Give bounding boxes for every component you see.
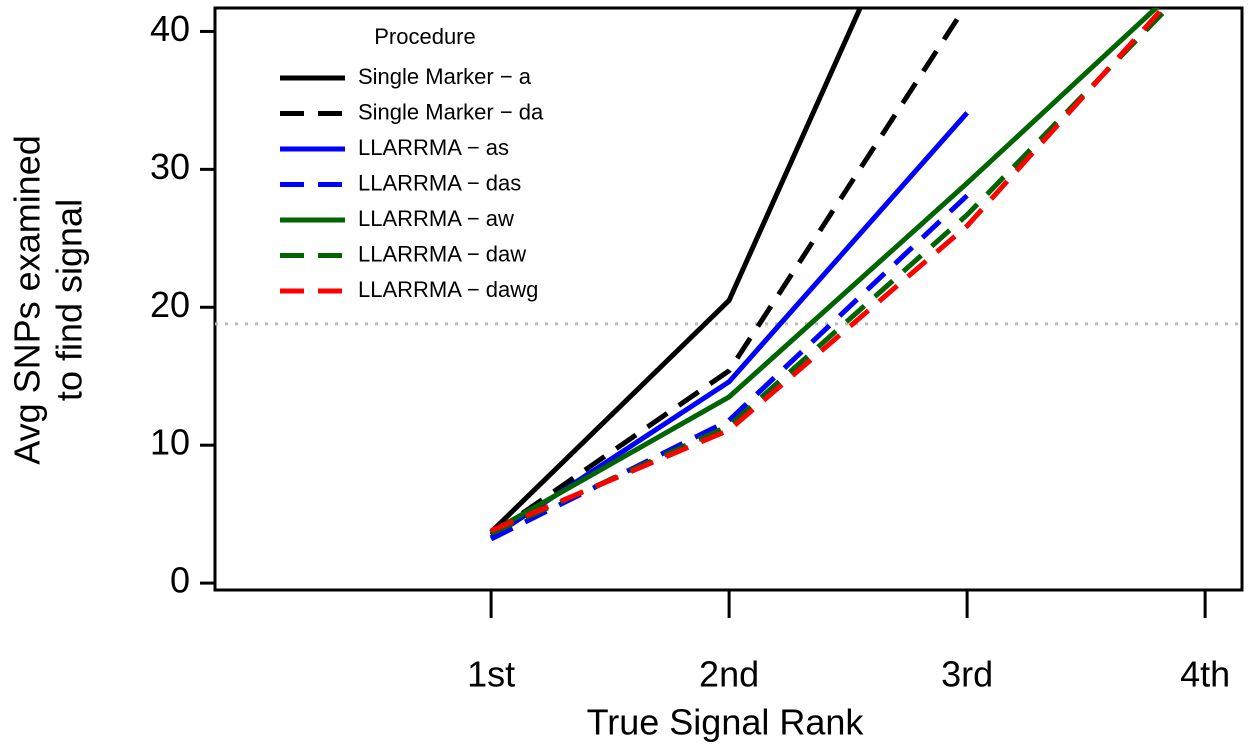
series-line bbox=[489, 8, 863, 534]
legend-label: LLARRMA − as bbox=[358, 135, 509, 160]
series-line bbox=[489, 8, 1160, 535]
y-tick-label: 10 bbox=[150, 422, 190, 463]
legend-label: LLARRMA − dawg bbox=[358, 277, 538, 302]
y-tick-label: 40 bbox=[150, 8, 190, 49]
x-tick-label: 3rd bbox=[941, 654, 993, 695]
plot-area bbox=[215, 8, 1242, 542]
series-line bbox=[490, 8, 1167, 533]
x-tick-label: 1st bbox=[467, 654, 515, 695]
y-tick-label: 20 bbox=[150, 284, 190, 325]
x-tick-label: 2nd bbox=[699, 654, 759, 695]
y-axis-label-line: to find signal bbox=[49, 199, 90, 401]
x-tick-label: 4th bbox=[1180, 654, 1230, 695]
legend-label: LLARRMA − daw bbox=[358, 241, 526, 266]
legend-title: Procedure bbox=[374, 24, 476, 49]
y-tick-label: 30 bbox=[150, 146, 190, 187]
x-axis-label: True Signal Rank bbox=[587, 702, 865, 743]
y-axis-label-line: Avg SNPs examined bbox=[7, 135, 48, 465]
legend-label: LLARRMA − aw bbox=[358, 206, 514, 231]
legend-label: Single Marker − da bbox=[358, 99, 544, 124]
legend-label: Single Marker − a bbox=[358, 64, 532, 89]
series-line bbox=[489, 8, 968, 537]
y-axis-label: Avg SNPs examined to find signal bbox=[7, 135, 90, 465]
legend-label: LLARRMA − das bbox=[358, 170, 521, 195]
y-tick-label: 0 bbox=[170, 560, 190, 601]
